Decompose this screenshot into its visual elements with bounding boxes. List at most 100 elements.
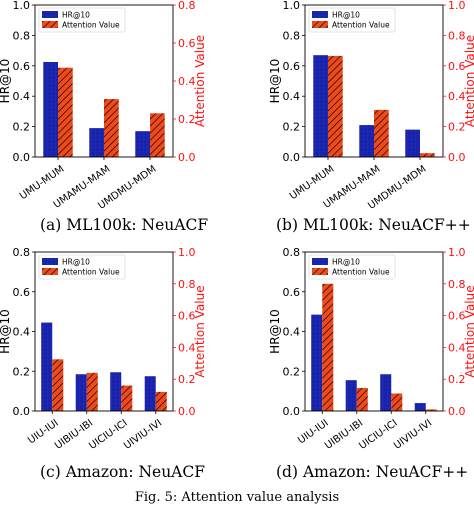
y-tick-label: 0.2: [283, 365, 301, 378]
legend-swatch-attention: [42, 21, 58, 28]
y-right-tick-label: 0.0: [178, 151, 196, 164]
bar-attention-uiviu-ivi: [425, 409, 437, 411]
x-tick-label: UIVIU-IVI: [392, 418, 434, 452]
legend-label: Attention Value: [62, 21, 120, 30]
bar-attention-uiu-iui: [322, 283, 334, 411]
y-axis-label: HR@10: [268, 309, 282, 354]
y-tick-label: 0.6: [13, 60, 31, 73]
bar-attention-umdmu-mdm: [150, 113, 165, 157]
legend-swatch-hr: [312, 258, 328, 265]
plot-frame: [304, 4, 444, 158]
caption-panel-a: (a) ML100k: NeuACF: [40, 216, 209, 234]
x-tick-label: UIVIU-IVI: [122, 418, 164, 452]
y-right-tick-label: 0.8: [448, 29, 466, 42]
legend-label: HR@10: [332, 11, 360, 20]
y-right-tick-label: 1.0: [448, 0, 466, 12]
bar-hr-umamu-mam: [359, 125, 374, 157]
bar-hr-umu-mum: [313, 55, 328, 157]
bar-attention-umamu-mam: [104, 99, 119, 157]
y-tick-label: 0.0: [283, 405, 301, 418]
y-right-tick-label: 0.2: [448, 373, 466, 386]
y-axis-label: HR@10: [0, 309, 12, 354]
bar-hr-umu-mum: [43, 62, 58, 157]
y-tick-label: 0.8: [283, 29, 301, 42]
y-right-tick-label: 0.2: [448, 121, 466, 134]
y-right-tick-label: 0.6: [448, 60, 466, 73]
y-tick-label: 0.2: [283, 121, 301, 134]
y-right-tick-label: 0.2: [178, 113, 196, 126]
bar-attention-umamu-mam: [374, 109, 389, 157]
y-tick-label: 0.4: [283, 326, 301, 339]
legend-box: [38, 7, 126, 33]
y-right-tick-label: 0.4: [448, 341, 466, 354]
x-tick-label: UICIU-ICI: [87, 418, 129, 452]
legend-box: [38, 254, 126, 280]
bar-hr-uiu-iui: [41, 322, 53, 411]
legend-label: Attention Value: [332, 21, 390, 30]
y-tick-label: 0.8: [283, 246, 301, 259]
legend-label: HR@10: [62, 11, 90, 20]
chart-panel-a: UMU-MUMUMAMU-MAMUMDMU-MDM0.00.20.40.60.8…: [0, 0, 207, 212]
y-tick-label: 0.6: [283, 286, 301, 299]
y-right-tick-label: 0.0: [178, 405, 196, 418]
y-tick-label: 0.0: [13, 151, 31, 164]
bar-hr-uiviu-ivi: [144, 376, 156, 411]
y-tick-label: 1.0: [13, 0, 31, 12]
y-tick-label: 1.0: [283, 0, 301, 12]
y-tick-label: 0.4: [283, 90, 301, 103]
bar-attention-uiciu-ici: [391, 393, 403, 411]
y-tick-label: 0.4: [13, 90, 31, 103]
legend-box: [308, 7, 396, 33]
y-right-tick-label: 0.2: [178, 373, 196, 386]
y-tick-label: 0.2: [13, 121, 31, 134]
legend-swatch-attention: [42, 268, 58, 275]
y-axis-label-right: Attention Value: [463, 35, 474, 127]
y-axis-label: HR@10: [0, 59, 12, 104]
bar-hr-uiciu-ici: [380, 374, 392, 411]
figure-caption: Fig. 5: Attention value analysis: [134, 490, 340, 505]
bar-hr-uibiu-ibi: [345, 380, 357, 411]
y-right-tick-label: 0.4: [178, 75, 196, 88]
y-axis-label: HR@10: [268, 59, 282, 104]
y-right-tick-label: 0.4: [178, 341, 196, 354]
bar-hr-uiviu-ivi: [414, 403, 426, 411]
bar-hr-uiciu-ici: [110, 372, 122, 411]
chart-panel-d: UIU-IUIUIBIU-IBIUICIU-ICIUIVIU-IVI0.00.2…: [268, 246, 474, 452]
y-tick-label: 0.6: [13, 286, 31, 299]
y-right-tick-label: 0.4: [448, 90, 466, 103]
legend-swatch-attention: [312, 268, 328, 275]
legend-swatch-hr: [312, 11, 328, 18]
bar-attention-uibiu-ibi: [86, 372, 98, 411]
bar-attention-umu-mum: [328, 55, 343, 157]
y-right-tick-label: 0.0: [448, 151, 466, 164]
y-right-tick-label: 1.0: [448, 246, 466, 259]
caption-panel-b: (b) ML100k: NeuACF++: [276, 216, 471, 234]
legend-swatch-hr: [42, 258, 58, 265]
bar-attention-umu-mum: [58, 67, 73, 157]
legend-label: HR@10: [332, 258, 360, 267]
y-right-tick-label: 0.0: [448, 405, 466, 418]
y-right-tick-label: 0.8: [178, 0, 196, 12]
legend-label: Attention Value: [332, 268, 390, 277]
y-right-tick-label: 0.6: [178, 37, 196, 50]
bar-hr-uibiu-ibi: [75, 374, 87, 411]
caption-panel-c: (c) Amazon: NeuACF: [40, 463, 205, 481]
bar-hr-umamu-mam: [89, 128, 104, 157]
bar-attention-uibiu-ibi: [356, 387, 368, 411]
bar-attention-umdmu-mdm: [420, 153, 435, 157]
y-tick-label: 0.4: [13, 326, 31, 339]
chart-panel-b: UMU-MUMUMAMU-MAMUMDMU-MDM0.00.20.40.60.8…: [268, 0, 474, 212]
y-tick-label: 0.2: [13, 365, 31, 378]
y-right-tick-label: 0.6: [448, 310, 466, 323]
x-tick-label: UICIU-ICI: [357, 418, 399, 452]
y-right-tick-label: 0.6: [178, 310, 196, 323]
y-right-tick-label: 0.8: [448, 278, 466, 291]
y-tick-label: 0.8: [13, 246, 31, 259]
legend-box: [308, 254, 396, 280]
y-axis-label-right: Attention Value: [193, 35, 207, 127]
